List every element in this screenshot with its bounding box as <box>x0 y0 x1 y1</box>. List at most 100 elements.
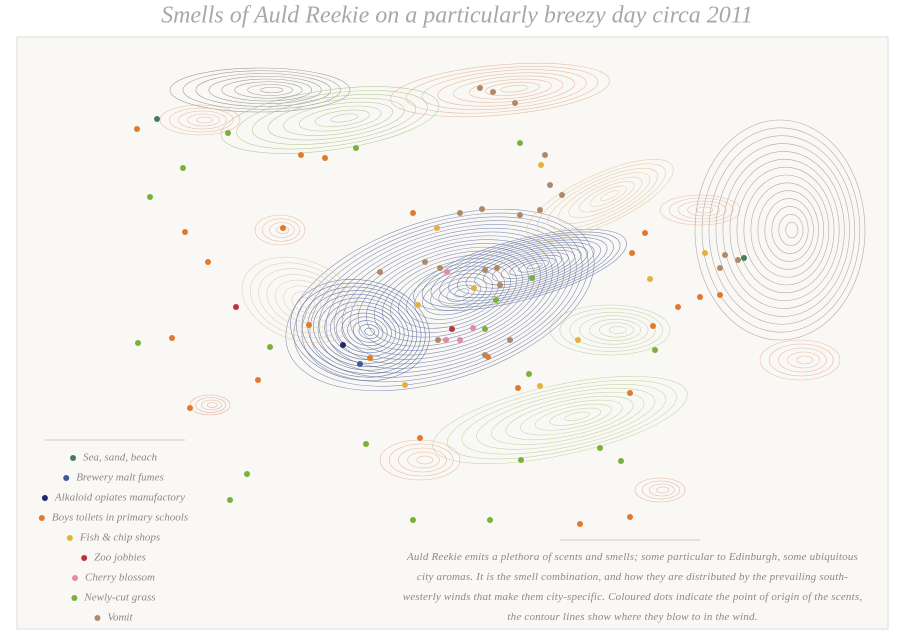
scent-dot <box>417 435 423 441</box>
scent-dot <box>577 521 583 527</box>
contour-line <box>313 293 413 368</box>
contour-line <box>398 261 511 329</box>
contour-line <box>520 399 623 436</box>
contour-line <box>484 81 541 96</box>
legend: Sea, sand, beach Brewery malt fumes Alkalo… <box>38 452 188 624</box>
contour-line <box>317 224 571 374</box>
scent-dot <box>225 130 231 136</box>
contour-line <box>608 326 627 334</box>
contour-line <box>722 151 845 309</box>
contour-line <box>465 244 589 292</box>
scent-dot <box>367 355 373 361</box>
scent-dot <box>618 458 624 464</box>
scent-dot <box>135 340 141 346</box>
contour-line <box>299 105 382 132</box>
scent-dot <box>255 377 261 383</box>
legend-label: Newly-cut grass <box>83 592 155 604</box>
legend-dot <box>41 495 48 501</box>
scent-dot <box>187 405 193 411</box>
scent-dot <box>147 194 153 200</box>
contour-line <box>398 447 447 473</box>
scent-dot <box>518 457 524 463</box>
contour-line <box>421 231 621 308</box>
contour-line <box>656 486 670 494</box>
contour-line <box>743 174 830 286</box>
scent-dot <box>479 206 485 212</box>
scent-dot <box>353 145 359 151</box>
contour-line <box>266 274 340 329</box>
scent-dot <box>717 265 723 271</box>
contour-line <box>283 285 328 319</box>
scent-dot <box>434 225 440 231</box>
scent-dot <box>517 212 523 218</box>
scent-dot <box>629 250 635 256</box>
scent-dot <box>182 229 188 235</box>
scent-dot <box>493 297 499 303</box>
contour-line <box>678 200 727 220</box>
contour-line <box>668 197 734 223</box>
contour-line <box>453 75 564 103</box>
contour-line <box>759 339 841 381</box>
contour-line <box>324 301 405 361</box>
scent-dot <box>444 269 450 275</box>
contour-line <box>750 182 825 278</box>
scent-dot <box>702 250 708 256</box>
contour-line <box>159 104 241 136</box>
contour-line <box>405 66 599 114</box>
contour-line <box>701 127 861 333</box>
scent-dot <box>650 323 656 329</box>
contour-line <box>314 109 370 127</box>
contour-line <box>564 411 591 422</box>
scent-dot <box>410 210 416 216</box>
contour-line <box>430 277 488 311</box>
contour-line <box>729 158 840 302</box>
contour-line <box>448 239 601 299</box>
scent-dot <box>675 304 681 310</box>
contour-line <box>195 73 332 107</box>
contour-line <box>505 395 634 441</box>
legend-label: Cherry blossom <box>85 572 155 584</box>
contour-line <box>771 206 809 254</box>
contour-line <box>589 185 627 207</box>
contour-line <box>358 324 380 340</box>
legend-dot <box>70 455 77 461</box>
contour-line <box>649 483 675 497</box>
scent-dot <box>357 361 363 367</box>
contour-line <box>518 260 550 273</box>
scent-dot <box>652 347 658 353</box>
contour-line <box>598 322 634 338</box>
scent-dot <box>482 352 488 358</box>
contour-line <box>796 355 814 365</box>
contour-line <box>787 351 820 369</box>
contour-line <box>269 222 295 238</box>
contour-line <box>247 84 293 96</box>
scent-dot <box>507 337 513 343</box>
scent-dot <box>597 445 603 451</box>
contour-line <box>708 135 855 325</box>
contour-line <box>261 218 300 242</box>
legend-dot <box>72 575 79 581</box>
dots <box>134 85 747 527</box>
contour-line <box>293 212 589 387</box>
contour-line <box>490 391 645 445</box>
contour-line <box>299 297 315 309</box>
contour-line <box>687 203 720 217</box>
contour-line <box>206 402 218 408</box>
contour-line <box>285 208 595 392</box>
scent-dot <box>517 140 523 146</box>
contour-line <box>267 97 405 141</box>
contour-line <box>220 86 440 154</box>
contour-line <box>330 113 359 123</box>
scent-dot <box>526 371 532 377</box>
contour-line <box>468 78 552 100</box>
scent-dot <box>443 337 449 343</box>
scent-dot <box>538 162 544 168</box>
scent-dot <box>437 265 443 271</box>
legend-label: Vomit <box>107 612 133 624</box>
scent-dot <box>457 210 463 216</box>
scent-dot <box>205 259 211 265</box>
legend-dot <box>63 475 70 481</box>
contour-line <box>291 291 322 314</box>
scent-dot <box>627 390 633 396</box>
